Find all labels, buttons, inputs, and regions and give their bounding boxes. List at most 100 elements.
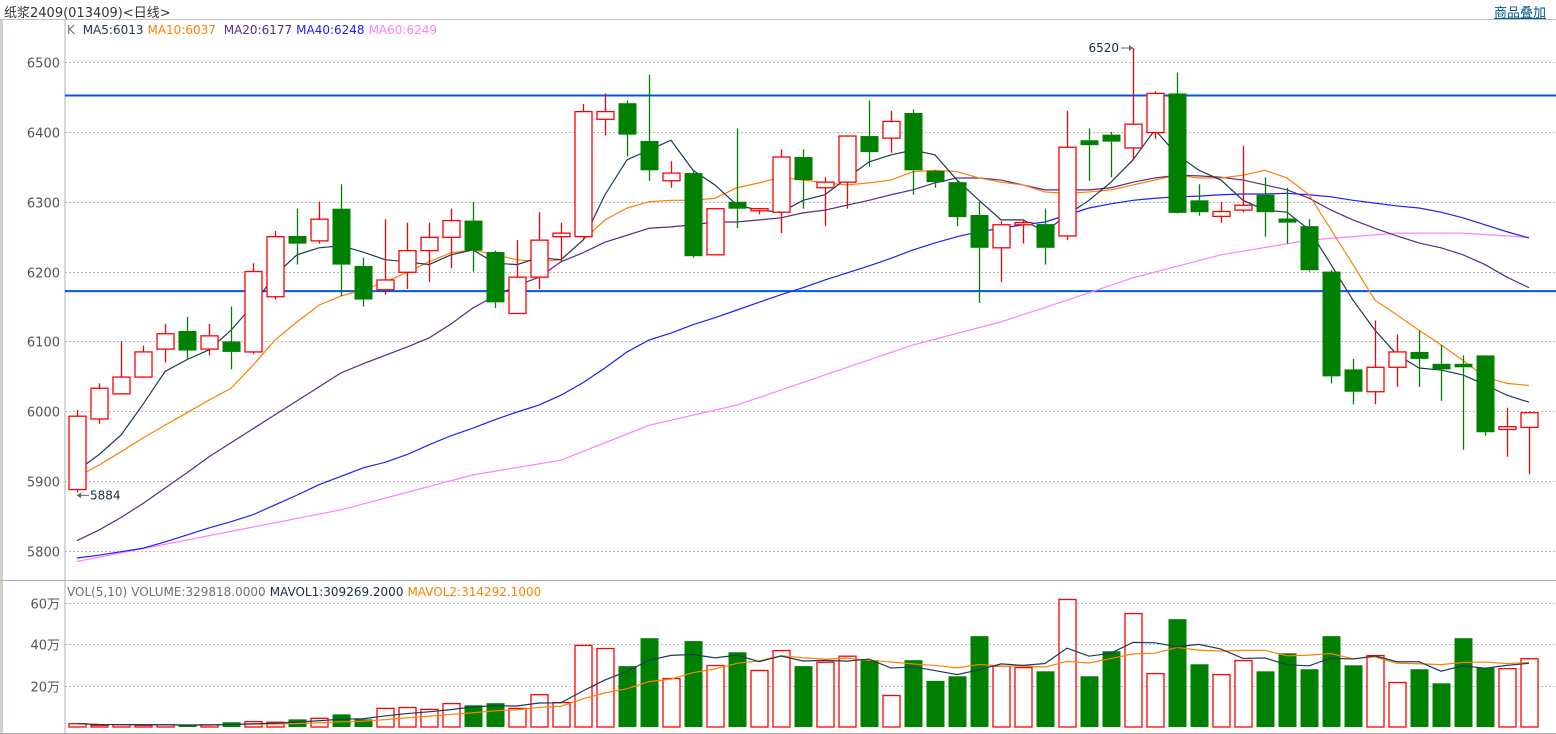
candle-body-up — [552, 232, 571, 238]
volume-bar-down — [1102, 651, 1121, 727]
candle-body-up — [1014, 222, 1033, 226]
volume-bar-down — [684, 641, 703, 727]
candle-body-down — [1168, 93, 1187, 213]
legend-ma10: MA10:6037 — [147, 23, 216, 37]
candle-body-down — [618, 103, 637, 135]
candle-body-down — [1410, 351, 1429, 359]
candle-body-up — [1058, 146, 1077, 237]
ma60-line — [76, 232, 1530, 563]
volume-bar-up — [992, 665, 1011, 728]
volume-bar-down — [970, 636, 989, 727]
candle-body-up — [574, 110, 593, 238]
price-tick-label: 6200 — [27, 267, 60, 282]
volume-bar-down — [904, 660, 923, 727]
candle-body-up — [244, 270, 263, 353]
candle-body-up — [200, 335, 219, 350]
left-scrollbar-edge[interactable] — [0, 20, 3, 734]
candle-body-up — [882, 120, 901, 139]
volume-bar-down — [1344, 665, 1363, 727]
volume-bar-down — [1278, 653, 1297, 727]
price-tick-label: 5800 — [27, 546, 60, 561]
volume-bar-up — [1014, 666, 1033, 728]
volume-bar-down — [1168, 619, 1187, 727]
candle-body-up — [1124, 123, 1143, 149]
volume-bar-down — [1476, 667, 1495, 727]
price-legend: K MA5:6013 MA10:6037 MA20:6177 MA40:6248 MA… — [67, 23, 441, 37]
candle-body-down — [1080, 140, 1099, 146]
candle-body-down — [332, 208, 351, 265]
candle-body-down — [1190, 200, 1209, 213]
candle-body-up — [156, 333, 175, 350]
candle-body-down — [948, 182, 967, 218]
legend-ma5: MA5:6013 — [82, 23, 144, 37]
candle-body-up — [134, 351, 153, 378]
legend-ma20: MA20:6177 — [223, 23, 293, 37]
volume-bar-up — [1124, 612, 1143, 728]
candle-body-down — [970, 214, 989, 248]
candle-body-down — [464, 220, 483, 251]
candle-body-up — [508, 276, 527, 315]
high-price-label: 6520 — [1088, 41, 1119, 55]
volume-bar-down — [332, 714, 351, 727]
mavol1-line — [76, 641, 1530, 726]
candle-body-down — [640, 140, 659, 171]
legend-k: K — [67, 23, 75, 37]
candle-body-up — [1388, 351, 1407, 368]
price-tick-label: 6300 — [27, 197, 60, 212]
volume-legend: VOL(5,10) VOLUME:329818.0000 MAVOL1:309269… — [67, 585, 545, 599]
candle-body-up — [310, 218, 329, 242]
candle-body-down — [1036, 224, 1055, 248]
volume-bar-up — [134, 724, 153, 728]
volume-tick-label: 40万 — [30, 639, 60, 654]
candle-body-down — [1278, 218, 1297, 223]
candle-body-up — [1212, 210, 1231, 218]
legend-vol-name: VOL(5,10) — [67, 585, 128, 599]
candle-body-up — [1520, 412, 1539, 429]
candle-body-down — [684, 173, 703, 257]
volume-bar-down — [1410, 669, 1429, 727]
volume-bar-up — [420, 708, 439, 728]
volume-bar-up — [530, 694, 549, 728]
candle-body-up — [376, 279, 395, 291]
volume-bar-up — [838, 655, 857, 728]
candle-body-up — [530, 239, 549, 278]
volume-bar-down — [860, 660, 879, 727]
candle-body-up — [1234, 204, 1253, 211]
price-tick-label: 6000 — [27, 406, 60, 421]
volume-bar-up — [816, 661, 835, 728]
volume-bar-up — [1234, 659, 1253, 728]
low-price-label: 5884 — [90, 488, 121, 502]
candle-body-down — [486, 252, 505, 303]
volume-bar-up — [1366, 654, 1385, 728]
candle-body-up — [596, 110, 615, 120]
overlay-commodity-link[interactable]: 商品叠加 — [1493, 6, 1546, 21]
volume-bar-down — [354, 719, 373, 727]
candle-body-down — [794, 157, 813, 181]
candle-body-down — [288, 235, 307, 244]
candle-body-up — [442, 219, 461, 238]
price-tick-label: 5900 — [27, 476, 60, 491]
volume-bar-up — [1212, 673, 1231, 728]
low-arrow-icon — [77, 492, 81, 499]
candle-body-down — [178, 330, 197, 351]
volume-bar-up — [882, 694, 901, 728]
mavol2-line — [76, 646, 1530, 726]
candle-body-up — [838, 135, 857, 183]
candle-body-up — [1366, 366, 1385, 393]
candle-body-down — [860, 136, 879, 153]
volume-bar-down — [464, 705, 483, 727]
volume-bar-up — [1498, 667, 1517, 728]
volume-bar-up — [508, 707, 527, 728]
volume-bar-down — [640, 638, 659, 727]
volume-bar-up — [1520, 658, 1539, 728]
candle-body-down — [904, 112, 923, 171]
candle-body-down — [1454, 363, 1473, 368]
volume-bar-up — [1388, 681, 1407, 728]
volume-bar-down — [728, 652, 747, 727]
candle-body-up — [662, 172, 681, 182]
candle-body-down — [1476, 355, 1495, 433]
candle-body-down — [1322, 271, 1341, 377]
volume-bar-down — [486, 703, 505, 727]
volume-tick-label: 20万 — [30, 681, 60, 696]
